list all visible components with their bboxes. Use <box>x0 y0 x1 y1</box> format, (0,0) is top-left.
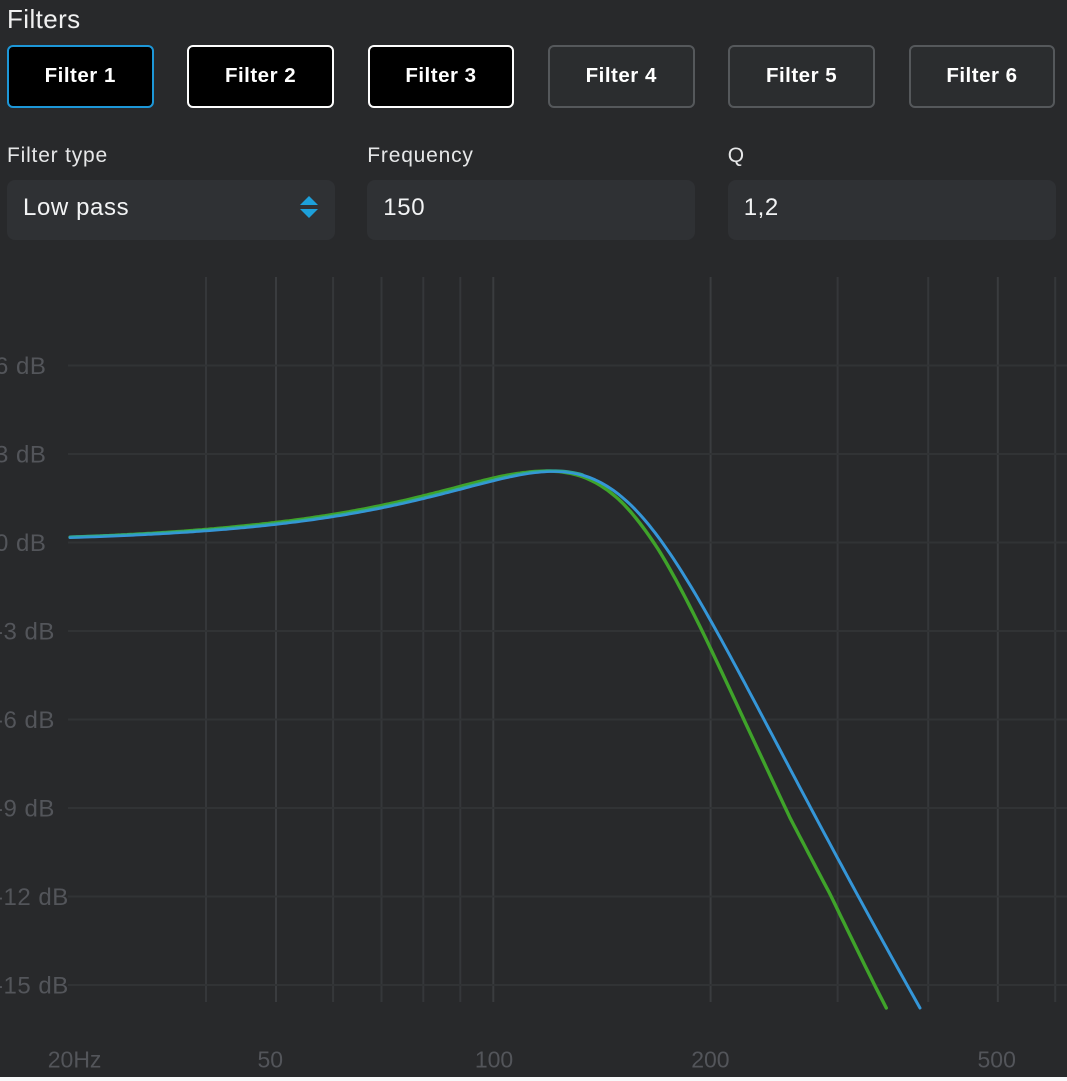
svg-text:-6 dB: -6 dB <box>0 707 55 734</box>
svg-text:6 dB: 6 dB <box>0 353 46 380</box>
svg-text:50: 50 <box>258 1047 284 1073</box>
svg-text:200: 200 <box>691 1047 729 1073</box>
svg-text:-12 dB: -12 dB <box>0 884 69 911</box>
svg-text:3 dB: 3 dB <box>0 442 46 469</box>
svg-text:-9 dB: -9 dB <box>0 796 55 823</box>
svg-text:20Hz: 20Hz <box>48 1047 102 1073</box>
svg-text:100: 100 <box>475 1047 513 1073</box>
svg-text:500: 500 <box>978 1047 1016 1073</box>
svg-text:-3 dB: -3 dB <box>0 619 55 646</box>
svg-text:-15 dB: -15 dB <box>0 973 69 1000</box>
svg-text:0 dB: 0 dB <box>0 530 46 557</box>
